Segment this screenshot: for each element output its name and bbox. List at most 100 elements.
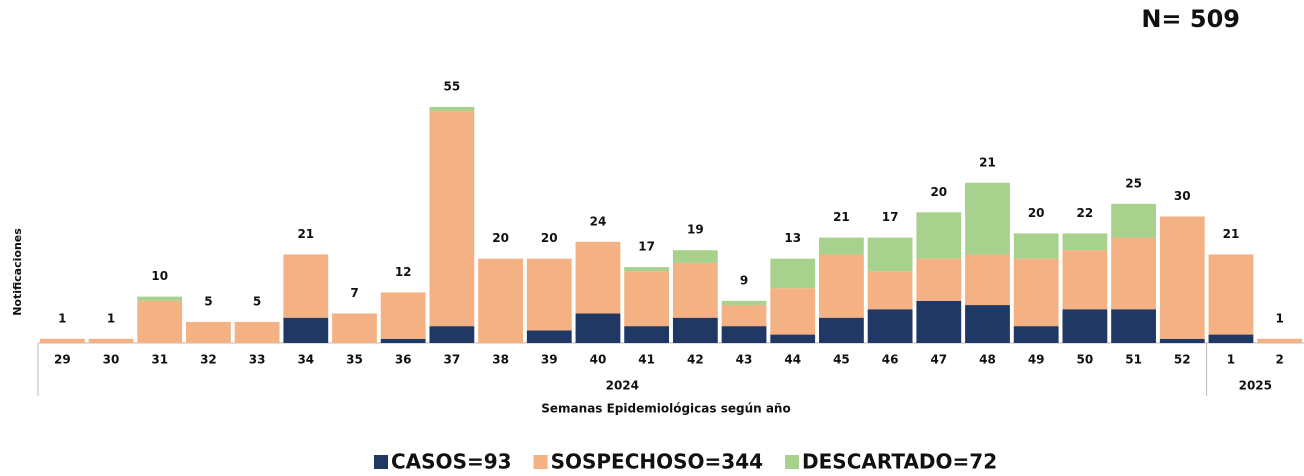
bar-segment bbox=[819, 254, 864, 318]
bar-segment bbox=[624, 267, 670, 272]
bar-segment bbox=[429, 111, 475, 327]
bar-segment bbox=[1062, 233, 1108, 251]
data-label: 22 bbox=[1077, 206, 1094, 220]
data-label: 20 bbox=[930, 185, 947, 199]
bar-segment bbox=[867, 237, 913, 272]
x-tick-label: 35 bbox=[346, 353, 363, 367]
bar-segment bbox=[721, 300, 767, 306]
legend-label: CASOS=93 bbox=[391, 450, 512, 474]
data-label: 30 bbox=[1174, 189, 1191, 203]
bar-segment bbox=[916, 258, 962, 301]
legend-label: SOSPECHOSO=344 bbox=[551, 450, 763, 474]
y-axis-label: Notificaciones bbox=[11, 228, 24, 316]
year-label: 2025 bbox=[1239, 379, 1272, 393]
bar-segment bbox=[429, 106, 475, 112]
bar-segment bbox=[721, 305, 767, 327]
x-tick-label: 41 bbox=[638, 353, 655, 367]
bar-segment bbox=[1111, 203, 1156, 238]
bar-segment bbox=[478, 258, 523, 343]
x-tick-label: 45 bbox=[833, 353, 850, 367]
x-tick-label: 44 bbox=[784, 353, 801, 367]
bar-segment bbox=[1062, 250, 1108, 310]
x-tick-label: 50 bbox=[1077, 353, 1094, 367]
bar-segment bbox=[380, 338, 426, 343]
bar-segment bbox=[770, 288, 816, 335]
x-tick-label: 37 bbox=[444, 353, 461, 367]
bar-segment bbox=[672, 317, 718, 343]
data-label: 9 bbox=[740, 273, 748, 287]
bar-segment bbox=[867, 309, 913, 343]
x-tick-label: 52 bbox=[1174, 353, 1191, 367]
bar-segment bbox=[283, 254, 329, 318]
x-tick-label: 2 bbox=[1275, 353, 1283, 367]
bar-segment bbox=[1013, 233, 1059, 259]
chart-title: N= 509 bbox=[1141, 5, 1240, 33]
bar-segment bbox=[1159, 216, 1205, 339]
bar-segment bbox=[575, 241, 621, 314]
bar-segment bbox=[429, 326, 475, 343]
bar-segment bbox=[526, 258, 572, 331]
data-label: 25 bbox=[1125, 176, 1142, 190]
x-tick-label: 36 bbox=[395, 353, 412, 367]
bar-segment bbox=[1208, 254, 1254, 335]
x-tick-label: 31 bbox=[151, 353, 168, 367]
x-tick-label: 47 bbox=[930, 353, 947, 367]
bar-segment bbox=[624, 271, 670, 327]
data-label: 7 bbox=[350, 286, 358, 300]
year-label: 2024 bbox=[606, 379, 639, 393]
bar-segment bbox=[526, 330, 572, 343]
bar-segment bbox=[819, 317, 864, 343]
bar-segment bbox=[916, 300, 962, 343]
x-tick-label: 30 bbox=[103, 353, 120, 367]
bar-segment bbox=[1159, 338, 1205, 343]
bar-segment bbox=[234, 321, 280, 343]
data-label: 5 bbox=[204, 294, 212, 308]
x-tick-label: 1 bbox=[1227, 353, 1235, 367]
bar-segment bbox=[770, 334, 816, 343]
bar-segment bbox=[965, 182, 1010, 255]
x-tick-label: 49 bbox=[1028, 353, 1045, 367]
legend-swatch bbox=[533, 455, 548, 469]
bar-segment bbox=[1013, 326, 1059, 343]
x-tick-label: 39 bbox=[541, 353, 558, 367]
bar-segment bbox=[137, 296, 183, 301]
data-label: 12 bbox=[395, 265, 412, 279]
bar-segment bbox=[819, 237, 864, 255]
bar-segment bbox=[283, 317, 329, 343]
x-tick-label: 43 bbox=[736, 353, 753, 367]
data-label: 17 bbox=[638, 240, 655, 254]
data-label: 17 bbox=[882, 210, 899, 224]
data-label: 13 bbox=[784, 231, 801, 245]
bar-segment bbox=[88, 338, 134, 343]
data-label: 19 bbox=[687, 223, 704, 237]
x-axis-label: Semanas Epidemiológicas según año bbox=[541, 402, 790, 416]
x-tick-label: 32 bbox=[200, 353, 217, 367]
data-label: 1 bbox=[58, 311, 66, 325]
x-tick-label: 48 bbox=[979, 353, 996, 367]
bar-segment bbox=[332, 313, 377, 343]
data-label: 5 bbox=[253, 294, 261, 308]
x-tick-label: 46 bbox=[882, 353, 899, 367]
legend-swatch bbox=[785, 455, 800, 469]
bar-segment bbox=[867, 271, 913, 310]
data-label: 20 bbox=[1028, 206, 1045, 220]
bar-segment bbox=[916, 212, 962, 259]
bar-segment bbox=[1013, 258, 1059, 327]
bar-segment bbox=[186, 321, 231, 343]
bar-segment bbox=[965, 305, 1010, 343]
legend-label: DESCARTADO=72 bbox=[802, 450, 997, 474]
x-tick-label: 51 bbox=[1125, 353, 1142, 367]
data-label: 21 bbox=[833, 210, 850, 224]
bar-segment bbox=[380, 292, 426, 339]
bar-segment bbox=[1208, 334, 1254, 343]
x-tick-label: 38 bbox=[492, 353, 509, 367]
x-tick-label: 40 bbox=[590, 353, 607, 367]
bar-segment bbox=[672, 262, 718, 318]
data-label: 20 bbox=[492, 231, 509, 245]
bar-segment bbox=[770, 258, 816, 289]
data-label: 21 bbox=[297, 227, 314, 241]
data-label: 24 bbox=[590, 214, 607, 228]
bar-segment bbox=[39, 338, 85, 343]
data-label: 21 bbox=[979, 155, 996, 169]
